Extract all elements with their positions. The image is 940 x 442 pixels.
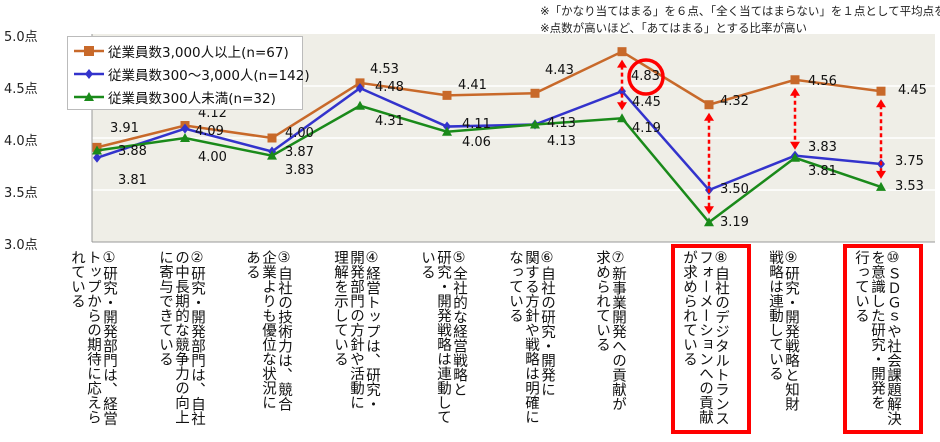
arrow-head-up <box>876 99 886 108</box>
x-tick-label: ⑨研究・開発戦略と知財 戦略は連動している <box>767 250 799 411</box>
data-label: 3.19 <box>720 215 749 230</box>
arrow-head-down <box>876 170 886 179</box>
note-1: ※「かなり当てはまる」を６点、「全く当てはまらない」を１点として平均点を算出 <box>540 4 940 18</box>
data-point <box>267 133 277 143</box>
data-label: 4.19 <box>632 121 661 136</box>
y-tick-label: 3.5点 <box>4 186 38 201</box>
data-point <box>442 90 452 100</box>
data-label: 3.83 <box>285 163 314 178</box>
data-point <box>355 100 365 110</box>
note-2: ※点数が高いほど、「あてはまる」とする比率が高い <box>540 21 808 35</box>
data-label: 4.45 <box>898 83 927 98</box>
legend-label: 従業員数3,000人以上(n=67) <box>108 45 289 61</box>
arrow-head-up <box>790 87 800 96</box>
data-point <box>704 217 714 227</box>
data-point <box>92 145 102 155</box>
data-label: 4.11 <box>462 117 491 132</box>
x-tick-label: ⑦新事業開発への貢献が 求められている <box>594 250 626 411</box>
data-label: 4.00 <box>198 150 227 165</box>
data-label: 4.41 <box>458 78 487 93</box>
data-label: 4.00 <box>285 126 314 141</box>
y-tick-label: 4.5点 <box>4 82 38 97</box>
data-point <box>790 152 800 162</box>
category-highlight-box <box>671 244 751 434</box>
series-line <box>96 104 882 224</box>
y-tick-label: 3.0点 <box>4 238 38 253</box>
data-point <box>704 100 714 110</box>
data-point <box>876 86 886 96</box>
data-label: 4.31 <box>375 114 404 129</box>
series-line <box>96 50 882 149</box>
x-tick-label: ⑤全社的な経営戦略と 研究・開発戦略は連動して いる <box>419 250 467 424</box>
data-label: 4.32 <box>720 94 749 109</box>
category-highlight-box <box>843 244 923 434</box>
data-label: 3.75 <box>895 154 924 169</box>
legend-marker-square <box>74 46 104 56</box>
data-label: 4.45 <box>632 95 661 110</box>
legend-item: 従業員数300人未満(n=32) <box>74 87 276 107</box>
data-label: 4.53 <box>370 62 399 77</box>
data-label: 4.13 <box>547 134 576 149</box>
data-label: 4.12 <box>198 106 227 121</box>
data-label: 4.83 <box>631 69 660 84</box>
data-point <box>180 133 190 142</box>
x-tick-label: ⑧自社のデジタルトランス フォーメーションへの貢献 が求められている <box>681 250 729 426</box>
data-label: 3.53 <box>895 179 924 194</box>
x-tick-label: ⑩ＳＤＧｓや社会課題解決 を意識した研究・開発を 行っている <box>853 250 901 426</box>
data-point <box>530 119 540 129</box>
data-point <box>356 83 364 94</box>
x-tick-label: ④経営トップは、研究・ 開発部門の方針や活動に 理解を示している <box>332 250 380 411</box>
data-point <box>618 86 626 97</box>
data-label: 4.56 <box>808 74 837 89</box>
data-point <box>530 88 540 98</box>
x-tick-label: ⑥自社の研究・開発に 関する方針や戦略は明確に なっている <box>507 250 555 424</box>
arrow-head-up <box>617 59 627 68</box>
x-tick-label: ①研究・開発部門は、経営 トップからの期待に応えら れている <box>69 250 117 426</box>
data-label: 4.06 <box>462 135 491 150</box>
data-point <box>617 47 627 57</box>
arrow-head-down <box>617 102 627 111</box>
x-tick-label: ②研究・開発部門は、自社 の中長期的な競争力の向上 に寄与できている <box>157 250 205 426</box>
data-label: 3.91 <box>110 121 139 136</box>
data-point <box>617 113 627 123</box>
series-line <box>96 86 882 192</box>
data-label: 3.81 <box>808 164 837 179</box>
arrow-head-up <box>704 112 714 121</box>
data-point <box>267 150 277 160</box>
data-label: 3.81 <box>118 173 147 188</box>
legend: 従業員数3,000人以上(n=67) 従業員数300～3,000人(n=142)… <box>67 36 310 110</box>
y-tick-label: 5.0点 <box>4 30 38 45</box>
legend-label: 従業員数300～3,000人(n=142) <box>108 68 310 84</box>
data-point <box>790 75 800 85</box>
data-label: 3.50 <box>720 182 749 197</box>
data-label: 3.88 <box>118 144 147 159</box>
legend-marker-triangle <box>74 92 104 101</box>
x-tick-label: ③自社の技術力は、競合 企業よりも優位な状況に ある <box>244 250 292 411</box>
data-label: 4.43 <box>545 63 574 78</box>
data-point <box>443 121 451 132</box>
data-label: 4.09 <box>195 124 224 139</box>
data-point <box>181 123 189 134</box>
data-label: 3.83 <box>808 140 837 155</box>
arrow-head-down <box>704 206 714 215</box>
data-point <box>442 126 452 136</box>
y-tick-label: 4.0点 <box>4 134 38 149</box>
data-label: 4.48 <box>375 80 404 95</box>
arrow-head-down <box>790 141 800 150</box>
data-label: 3.87 <box>285 145 314 160</box>
legend-item: 従業員数300～3,000人(n=142) <box>74 64 310 84</box>
data-label: 4.13 <box>547 116 576 131</box>
legend-item: 従業員数3,000人以上(n=67) <box>74 41 289 61</box>
highlight-circle <box>627 58 665 96</box>
data-point <box>93 152 101 163</box>
data-point <box>355 78 365 88</box>
data-point <box>876 181 886 191</box>
legend-marker-diamond <box>74 69 104 79</box>
legend-label: 従業員数300人未満(n=32) <box>108 91 276 107</box>
